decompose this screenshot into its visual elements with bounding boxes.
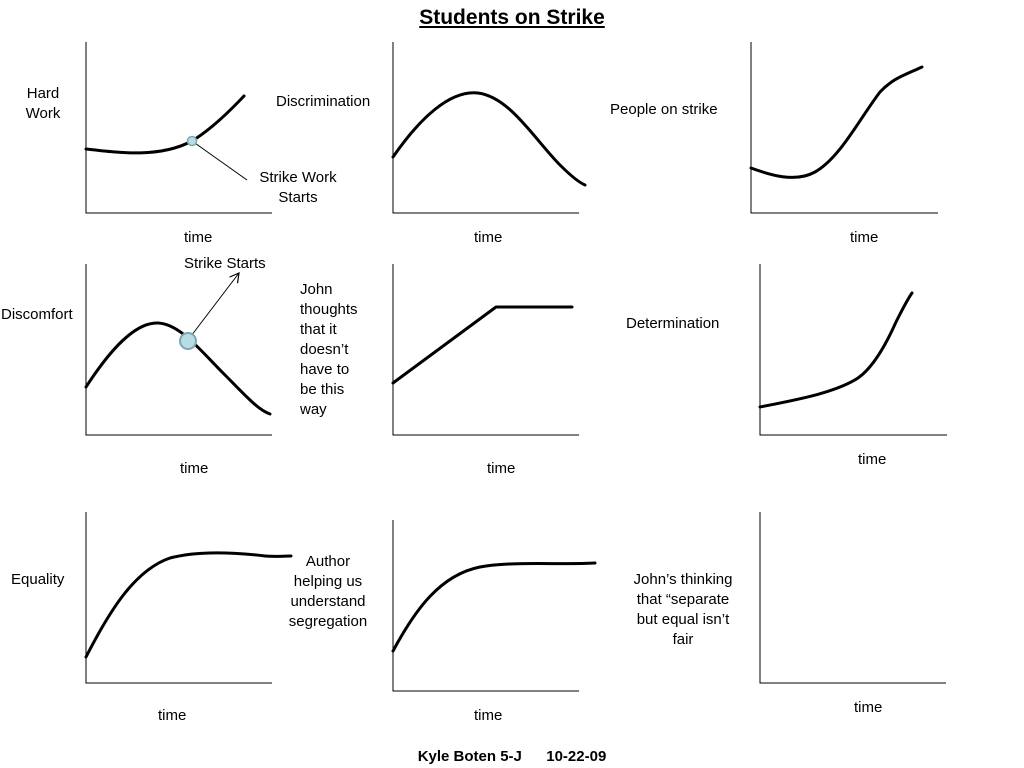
panel-6-xlabel: time	[858, 451, 887, 468]
footer-author: Kyle Boten 5-J	[417, 748, 522, 765]
panel-7-ylabel: Equality	[11, 571, 65, 588]
panel-4-curve	[84, 321, 272, 416]
panel-6-ylabel: Determination	[626, 315, 720, 332]
panel-7-curve	[84, 551, 293, 659]
panel-7-chart	[84, 512, 293, 684]
panel-8-ylabel: Author helping us understand segregation	[288, 553, 368, 630]
strike-starts-label: Strike Starts	[184, 255, 266, 272]
panel-7-xlabel: time	[158, 707, 187, 724]
panel-5-ylabel: John thoughts that it doesn’t have to be…	[300, 281, 358, 418]
panel-5-chart	[391, 264, 579, 436]
panel-1-curve	[84, 94, 246, 155]
panel-5-xlabel: time	[487, 460, 516, 477]
panel-9-chart	[759, 512, 946, 684]
panel-1-marker	[186, 135, 198, 147]
panel-1-xlabel: time	[184, 229, 213, 246]
page-title: Students on Strike	[419, 6, 605, 29]
panel-3-chart	[749, 42, 938, 214]
panel-4-ylabel: Discomfort	[1, 306, 73, 323]
panel-2-ylabel: Discrimination	[276, 93, 371, 110]
strike-starts-arrow	[187, 272, 240, 341]
panel-3-xlabel: time	[850, 229, 879, 246]
strike-work-starts-label: Strike Work Starts	[259, 169, 337, 206]
panel-9-xlabel: time	[854, 699, 883, 716]
panel-2-chart	[391, 42, 587, 214]
panel-5-axes	[392, 264, 579, 436]
panel-2-xlabel: time	[474, 229, 503, 246]
panel-2-axes	[392, 42, 579, 214]
panel-6-axes	[759, 264, 947, 436]
footer: Kyle Boten 5-J 10-22-09	[0, 748, 1024, 765]
panel-4-marker	[179, 332, 197, 350]
panel-3-curve	[749, 65, 924, 179]
panel-1-axes	[85, 42, 272, 214]
panel-8-xlabel: time	[474, 707, 503, 724]
panel-1-ylabel: Hard Work	[25, 85, 61, 122]
panel-1-chart	[84, 42, 272, 214]
panel-6-curve	[758, 291, 914, 409]
panel-7-axes	[85, 512, 272, 684]
panel-4-axes	[85, 264, 272, 436]
panel-2-curve	[391, 91, 587, 187]
panel-8-chart	[391, 520, 597, 692]
panel-4-chart	[84, 264, 272, 436]
panel-8-curve	[391, 561, 597, 653]
panel-4-xlabel: time	[180, 460, 209, 477]
panel-1-pointer-line	[191, 140, 248, 181]
panel-6-chart	[758, 264, 947, 436]
panel-9-axes	[759, 512, 946, 684]
panel-8-axes	[392, 520, 579, 692]
panel-5-curve	[391, 305, 574, 385]
panel-9-ylabel: John’s thinking that “separate but equal…	[633, 571, 733, 648]
footer-date: 10-22-09	[546, 748, 607, 765]
panel-3-ylabel: People on strike	[610, 101, 718, 118]
panel-3-axes	[750, 42, 938, 214]
